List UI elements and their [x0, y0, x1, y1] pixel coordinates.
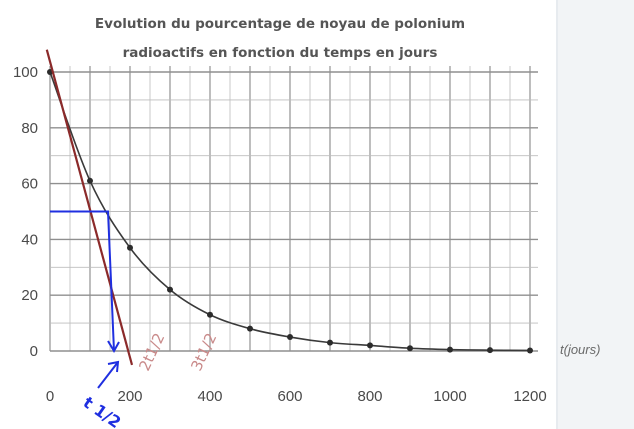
tangent-line — [45, 49, 134, 366]
data-point — [447, 346, 453, 353]
data-point — [87, 177, 93, 184]
y-axis-ticks: 0 20 40 60 80 100 — [13, 64, 38, 360]
x-tick-label: 600 — [277, 388, 302, 405]
x-tick-label: 0 — [46, 388, 54, 405]
data-point — [207, 311, 213, 318]
data-point — [487, 347, 493, 354]
three-half-life-mark: 3t1/2 — [187, 330, 220, 373]
y-tick-label: 20 — [21, 287, 38, 304]
x-tick-label: 200 — [117, 388, 142, 405]
y-tick-label: 100 — [13, 64, 38, 81]
chart-title-line-2: radioactifs en fonction du temps en jour… — [123, 45, 438, 61]
hand-annotations — [50, 210, 120, 389]
two-half-life-mark: 2t1/2 — [135, 330, 168, 373]
x-axis-ticks: 0 200 400 600 800 1000 1200 — [46, 388, 547, 405]
data-point — [287, 334, 293, 341]
data-point — [527, 347, 533, 354]
grid — [49, 66, 538, 352]
x-tick-label: 800 — [357, 388, 382, 405]
data-point — [327, 339, 333, 346]
data-point — [247, 325, 253, 332]
y-tick-label: 40 — [21, 231, 38, 248]
decay-curve — [47, 69, 533, 354]
y-tick-label: 0 — [30, 343, 38, 360]
figure-frame — [556, 0, 558, 429]
x-tick-label: 400 — [197, 388, 222, 405]
pointer-arrowhead — [107, 360, 120, 373]
x-tick-label: 1200 — [513, 388, 546, 405]
construction-arrowhead — [107, 340, 120, 353]
pointer-arrow-shaft — [97, 361, 119, 389]
data-point — [367, 342, 373, 349]
y-tick-label: 60 — [21, 176, 38, 193]
chart-title-line-1: Evolution du pourcentage de noyau de pol… — [95, 16, 465, 32]
data-point — [127, 244, 133, 251]
x-axis-label: t(jours) — [560, 342, 600, 357]
half-value-construction-line — [50, 210, 115, 352]
erased-label-patch — [5, 200, 43, 222]
tangent — [45, 49, 134, 366]
x-tick-label: 1000 — [433, 388, 466, 405]
y-tick-label: 80 — [21, 120, 38, 137]
side-strip — [558, 0, 634, 429]
data-point — [407, 345, 413, 352]
data-point — [167, 286, 173, 293]
